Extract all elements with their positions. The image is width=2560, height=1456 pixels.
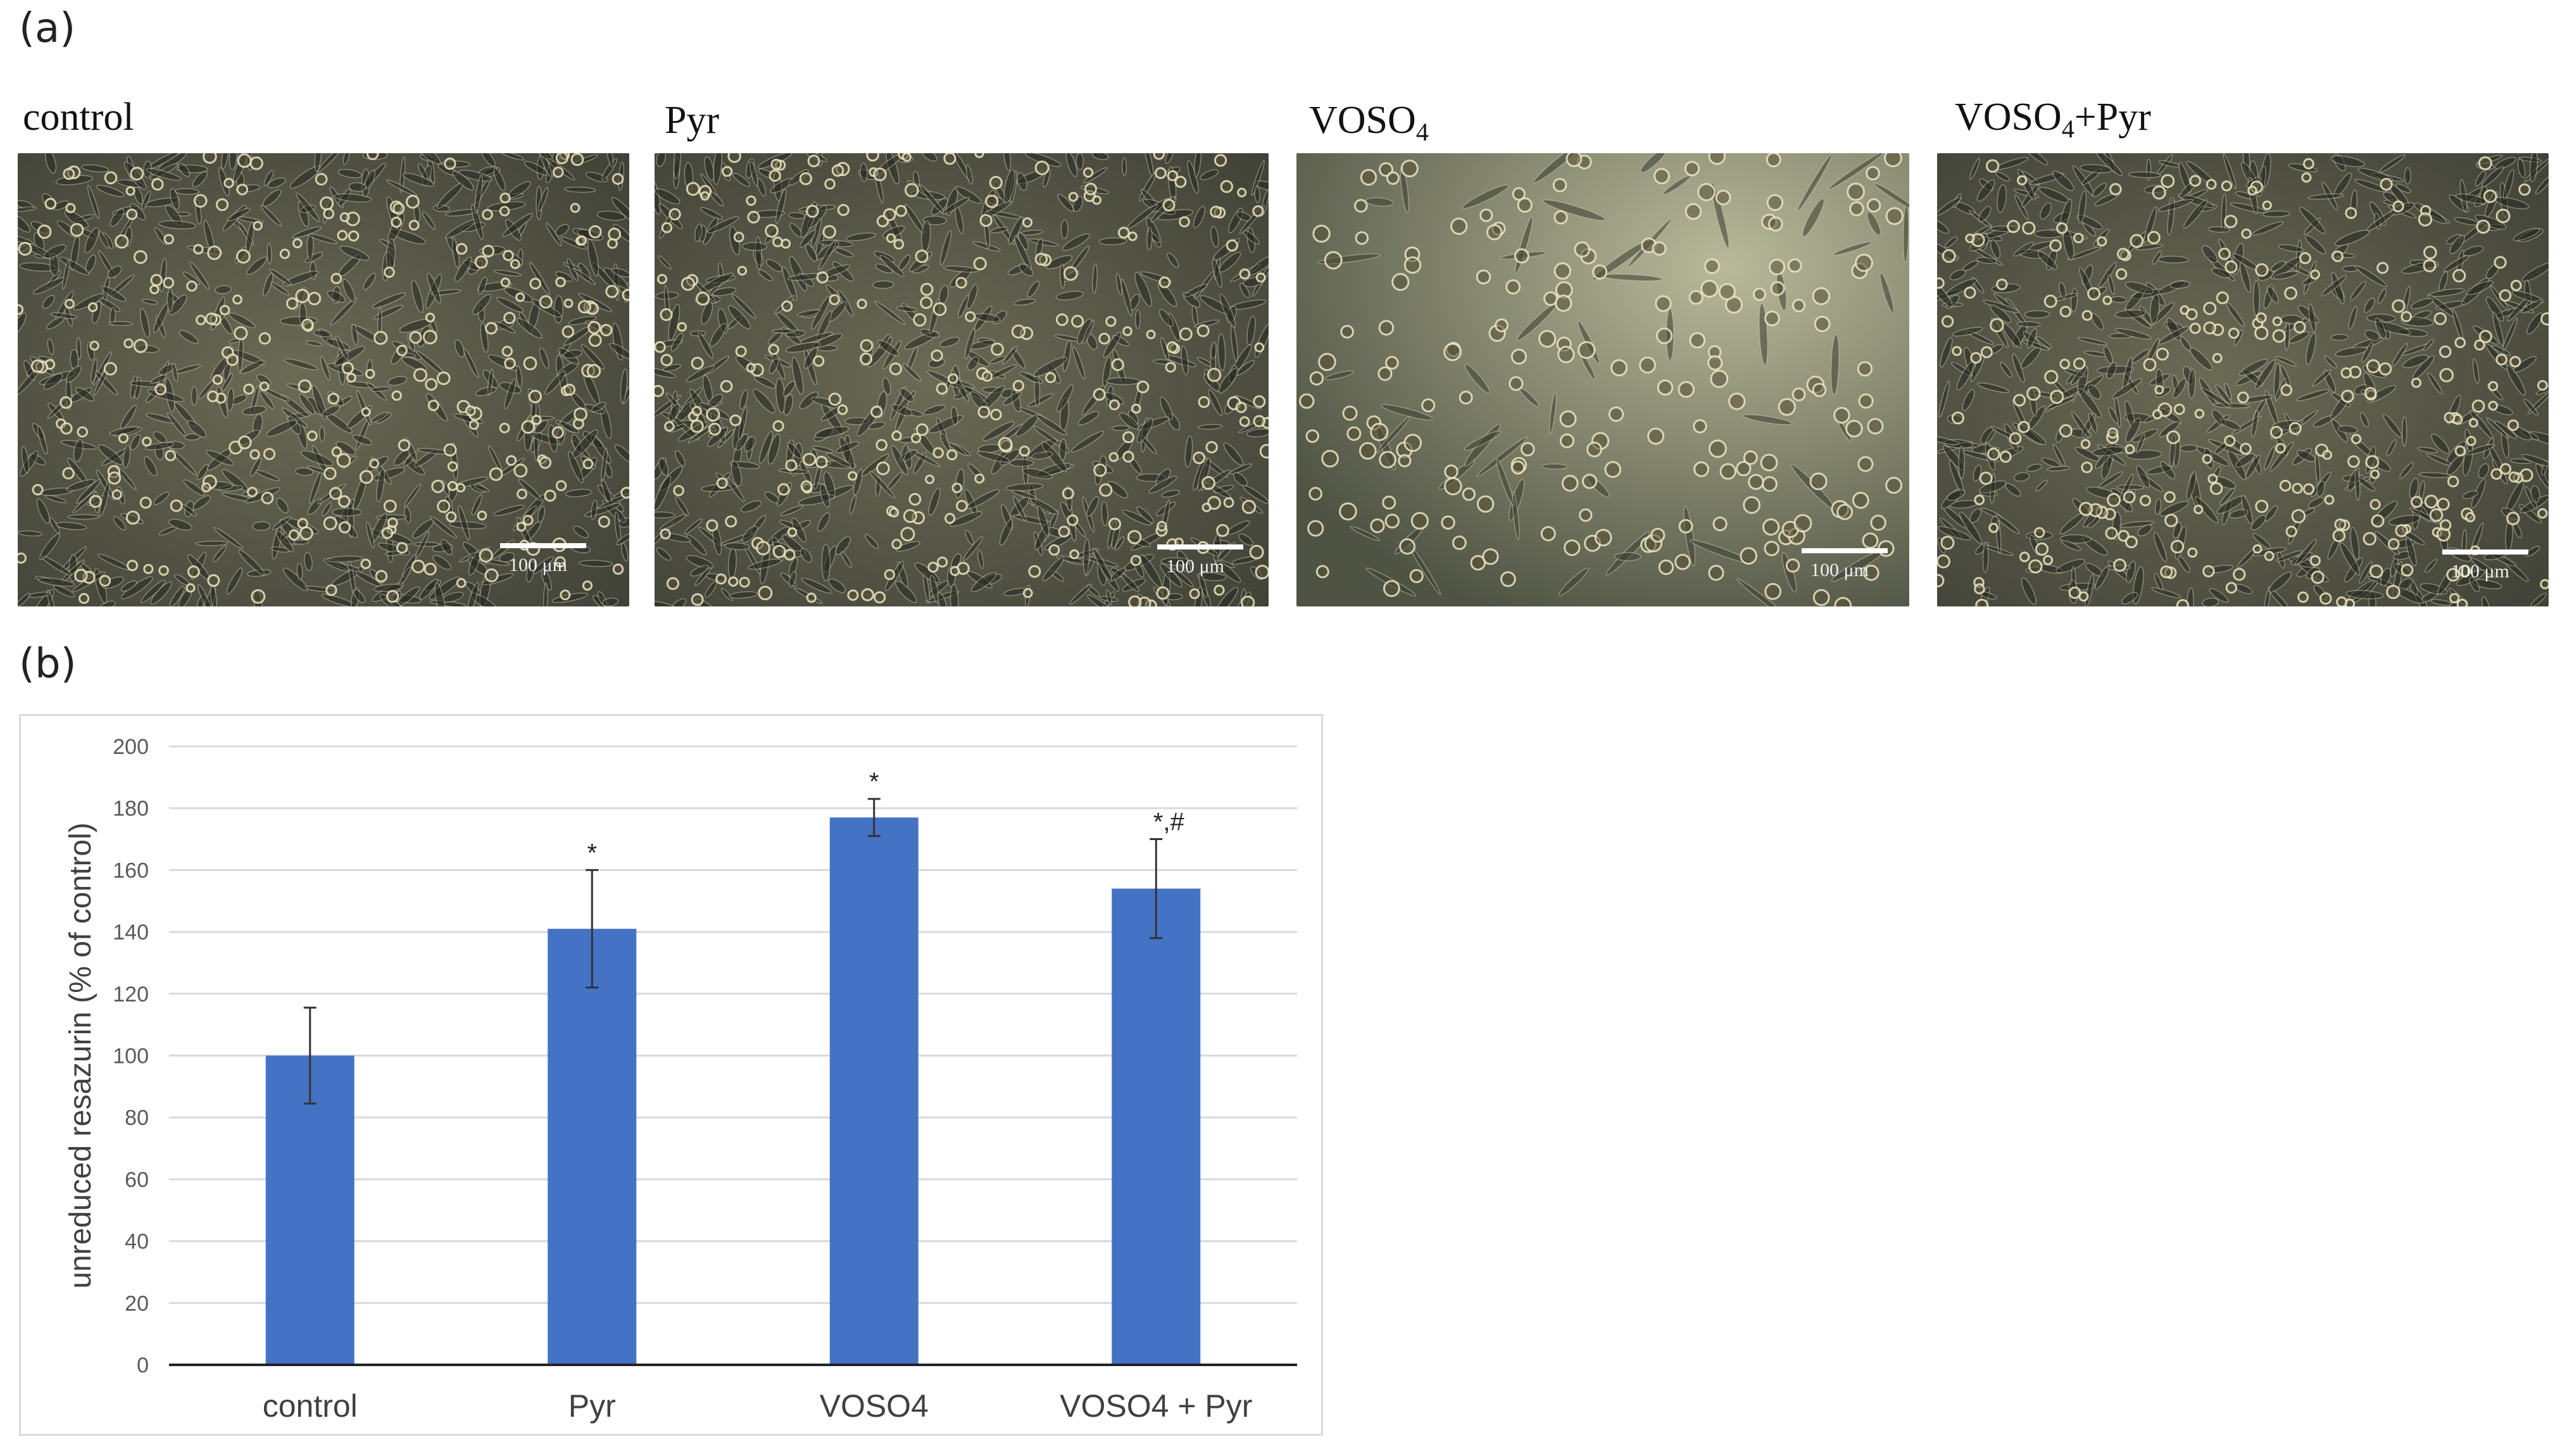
y-tick-label: 0 bbox=[137, 1353, 149, 1378]
y-axis-label: unreduced resazurin (% of control) bbox=[64, 822, 97, 1288]
y-tick-label: 140 bbox=[113, 920, 149, 945]
bar-voso4-pyr bbox=[1112, 888, 1201, 1365]
chart-frame: 0 20 40 60 80 100 120 140 160 180 200 unreduced res… bbox=[19, 714, 1323, 1436]
micrograph-voso4-pyr bbox=[1937, 153, 2549, 606]
bar-control bbox=[265, 1055, 355, 1365]
micrograph-control bbox=[18, 153, 629, 606]
significance-marker: * bbox=[869, 768, 879, 796]
y-tick-label: 120 bbox=[113, 982, 149, 1007]
cell-texture bbox=[18, 153, 629, 606]
image-title-voso4: VOSO4 bbox=[1309, 99, 1429, 146]
x-tick-label: VOSO4 + Pyr bbox=[1060, 1388, 1252, 1424]
y-tick-label: 20 bbox=[125, 1291, 149, 1315]
image-title-pyr: Pyr bbox=[665, 99, 720, 142]
bar-voso4 bbox=[829, 817, 919, 1365]
cell-texture bbox=[1299, 153, 1909, 606]
x-tick-label: control bbox=[263, 1388, 358, 1424]
y-tick-label: 60 bbox=[125, 1168, 149, 1192]
micrograph-background bbox=[18, 153, 629, 606]
x-tick-label: VOSO4 bbox=[820, 1388, 929, 1424]
panel-a-label: (a) bbox=[19, 5, 76, 52]
cell-texture bbox=[1937, 153, 2549, 606]
scale-bar-label: 100 μm bbox=[2451, 561, 2509, 582]
cell-texture bbox=[655, 153, 1269, 606]
significance-marker: *,# bbox=[1153, 808, 1185, 836]
y-tick-label: 180 bbox=[113, 797, 149, 821]
bar-chart: 0 20 40 60 80 100 120 140 160 180 200 unreduced res… bbox=[64, 735, 1297, 1424]
y-tick-label: 160 bbox=[113, 858, 149, 882]
image-title-control: control bbox=[23, 96, 134, 139]
y-tick-label: 200 bbox=[113, 735, 149, 759]
significance-marker: * bbox=[587, 839, 597, 867]
micrograph-voso4 bbox=[1296, 153, 1909, 606]
bar-pyr bbox=[548, 929, 637, 1365]
x-tick-label: Pyr bbox=[568, 1388, 616, 1424]
panel-b-label: (b) bbox=[19, 641, 77, 687]
y-tick-label: 80 bbox=[125, 1106, 149, 1130]
micrograph-pyr bbox=[655, 153, 1269, 606]
scale-bar-label: 100 μm bbox=[509, 555, 567, 575]
y-tick-label: 100 bbox=[113, 1045, 149, 1069]
scale-bar-label: 100 μm bbox=[1166, 556, 1224, 577]
image-title-voso4-pyr: VOSO4+Pyr bbox=[1955, 96, 2151, 143]
scale-bar-label: 100 μm bbox=[1810, 560, 1869, 581]
y-tick-label: 40 bbox=[125, 1230, 149, 1254]
